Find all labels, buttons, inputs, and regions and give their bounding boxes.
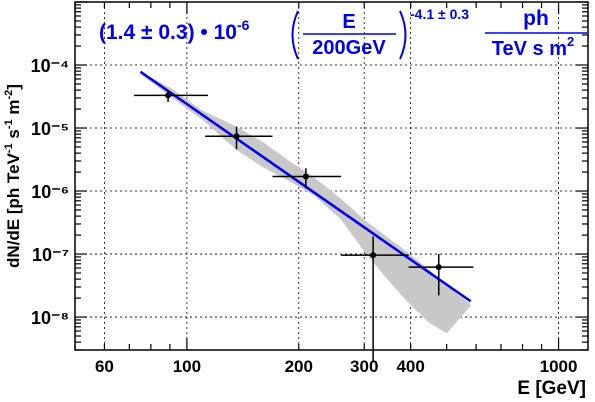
- left-paren: [291, 10, 299, 60]
- formula-unit-numerator: ph: [523, 7, 549, 30]
- x-tick-label: 200: [285, 357, 313, 376]
- formula-fraction-numerator: E: [342, 11, 355, 33]
- formula-unit-exponent: 2: [567, 34, 574, 49]
- y-tick-label: 10⁻⁸: [31, 308, 69, 328]
- formula-unit-denominator: TeV s m2: [492, 34, 574, 60]
- formula-index-exponent: -4.1 ± 0.3: [410, 6, 469, 22]
- x-ticks: 60 100 200 300 400 1000: [74, 2, 578, 376]
- x-tick-label: 1000: [540, 357, 578, 376]
- point-marker: [435, 264, 442, 271]
- point-marker: [370, 252, 377, 259]
- y-tick-label: 10⁻⁶: [31, 182, 69, 202]
- data-point: [341, 236, 409, 362]
- right-paren: [399, 10, 407, 60]
- y-ticks: 10⁻⁸ 10⁻⁷ 10⁻⁶ 10⁻⁵ 10⁻⁴: [31, 1, 588, 351]
- formula-prefix: (1.4 ± 0.3) • 10-6: [99, 17, 250, 44]
- y-tick-label: 10⁻⁷: [32, 245, 69, 265]
- plot-frame: [74, 1, 589, 351]
- data-point: [205, 126, 273, 150]
- point-marker: [233, 133, 240, 140]
- point-marker: [165, 92, 172, 99]
- x-tick-label: 100: [173, 357, 201, 376]
- y-axis-label: dN/dE [ph TeV-1 s-1 m-2]: [3, 84, 23, 268]
- data-point: [133, 90, 209, 102]
- y-tick-label: 10⁻⁵: [31, 119, 69, 139]
- grid: [75, 2, 588, 350]
- formula-fraction-denominator: 200GeV: [312, 37, 386, 59]
- formula-prefix-exponent: -6: [237, 17, 250, 33]
- x-tick-label: 400: [396, 357, 424, 376]
- data-points: [133, 90, 474, 362]
- x-tick-label: 60: [95, 357, 114, 376]
- data-point: [408, 254, 474, 296]
- x-axis-label: E [GeV]: [517, 378, 586, 399]
- x-tick-label: 300: [350, 357, 378, 376]
- data-point: [272, 168, 342, 189]
- point-marker: [302, 173, 309, 180]
- uncertainty-band: [140, 71, 471, 334]
- error-band: [140, 71, 471, 334]
- y-tick-label: 10⁻⁴: [31, 56, 69, 76]
- fit-formula: (1.4 ± 0.3) • 10-6 E 200GeV -4.1 ± 0.3 p…: [99, 6, 587, 60]
